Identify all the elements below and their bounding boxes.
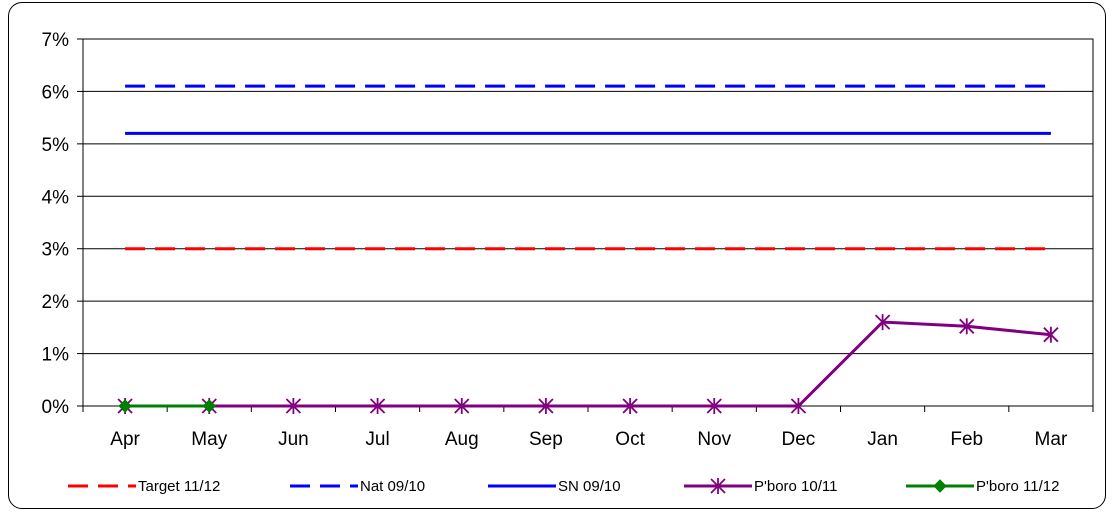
legend-label: P'boro 11/12 <box>976 478 1059 495</box>
legend-marker <box>710 478 726 494</box>
y-tick-label: 5% <box>42 135 70 156</box>
x-tick-label: Nov <box>697 429 731 450</box>
data-point <box>874 314 891 331</box>
legend-label: P'boro 10/11 <box>754 478 837 495</box>
series-p-boro-11-12 <box>118 399 216 413</box>
plot-area-border <box>82 38 1094 407</box>
axes: 0% 1% 2% 3% 4% 5% 6% 7% Apr May Jun Jul Aug Sep Oct Nov… <box>42 30 1094 450</box>
legend-item: Target 11/12 <box>68 478 220 495</box>
x-tick-label: Dec <box>782 429 816 450</box>
y-tick-label: 6% <box>42 82 70 103</box>
legend-label: SN 09/10 <box>558 478 621 495</box>
data-point <box>959 318 975 335</box>
y-tick-label: 7% <box>42 30 70 51</box>
legend-label: Nat 09/10 <box>360 478 425 495</box>
x-tick-label: May <box>191 429 227 450</box>
x-tick-label: Aug <box>445 429 479 450</box>
legend-label: Target 11/12 <box>138 478 220 495</box>
x-tick-label: Feb <box>950 429 983 450</box>
x-tick-label: Apr <box>110 429 140 450</box>
data-point <box>369 398 386 414</box>
data-point <box>622 398 638 414</box>
series-layer <box>117 84 1059 414</box>
x-tick-label: Mar <box>1035 429 1068 450</box>
series-p-boro-10-11 <box>117 314 1059 414</box>
data-point <box>454 398 470 414</box>
series-line <box>125 320 1052 408</box>
data-point <box>118 399 132 413</box>
y-tick-label: 1% <box>42 345 70 366</box>
legend-item: SN 09/10 <box>488 478 621 495</box>
legend: Target 11/12 Nat 09/10 SN 09/10 P'boro 10/1… <box>68 478 1059 495</box>
data-point <box>202 399 216 413</box>
y-tick-label: 2% <box>42 292 70 313</box>
data-point <box>706 398 722 414</box>
x-tick-label: Oct <box>615 429 645 450</box>
y-tick-label: 3% <box>42 240 70 261</box>
y-tick-label: 4% <box>42 187 70 208</box>
x-tick-label: Jun <box>278 429 309 450</box>
y-tick-label: 0% <box>42 397 70 418</box>
x-tick-label: Sep <box>529 429 563 450</box>
legend-item: Nat 09/10 <box>290 478 425 495</box>
x-tick-label: Jul <box>365 429 389 450</box>
x-tick-label: Jan <box>867 429 898 450</box>
legend-item: P'boro 11/12 <box>906 478 1059 495</box>
data-point <box>790 398 807 414</box>
data-point <box>538 398 554 414</box>
data-point <box>285 398 302 414</box>
legend-item: P'boro 10/11 <box>684 478 837 495</box>
data-point <box>1043 326 1059 343</box>
legend-marker <box>933 479 947 493</box>
